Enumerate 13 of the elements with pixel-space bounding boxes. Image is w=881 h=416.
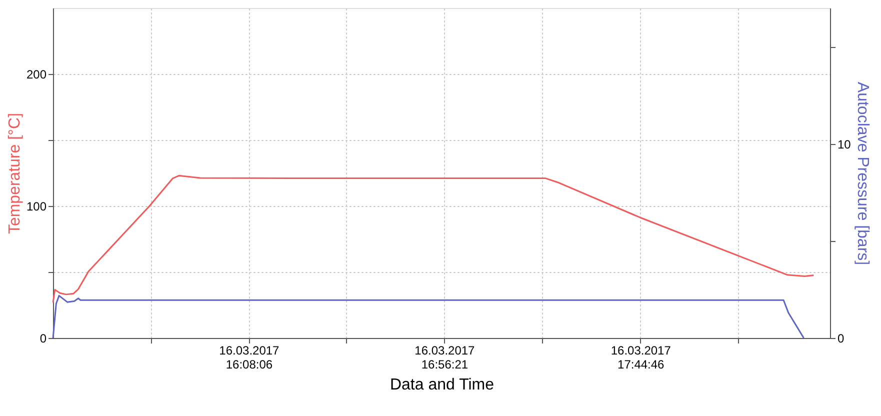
- y-tick-label: 100: [26, 200, 47, 214]
- y2-tick-label: 10: [838, 137, 852, 152]
- x-tick-label: 16.03.2017 16:08:06: [219, 344, 280, 372]
- y-tick-label: 0: [40, 332, 47, 346]
- x-axis-title: Data and Time: [390, 376, 494, 394]
- y2-tick-label: 0: [838, 332, 844, 346]
- line-series: [52, 294, 804, 339]
- x-tick-label: 16.03.2017 17:44:46: [610, 344, 672, 372]
- y-axis-title: Temperature [°C]: [6, 112, 24, 234]
- y-tick-label: 200: [26, 68, 47, 82]
- x-tick-label: 16.03.2017 16:56:21: [414, 344, 476, 372]
- y2-axis-title: Autoclave Pressure [bars]: [854, 82, 871, 266]
- line-series: [52, 174, 814, 304]
